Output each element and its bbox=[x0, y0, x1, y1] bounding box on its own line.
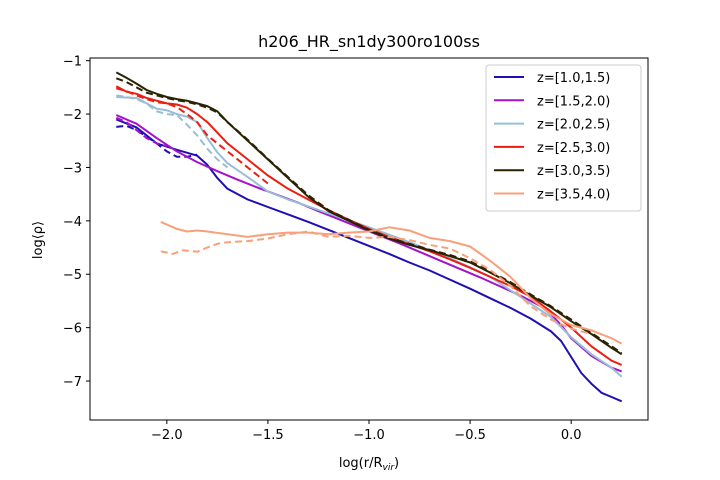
y-axis-label: log⟨ρ⟩ bbox=[31, 221, 46, 259]
legend-label-2: z=[2.0,2.5) bbox=[537, 118, 610, 133]
y-tick-label: −1 bbox=[63, 55, 82, 70]
y-tick-label: −3 bbox=[63, 161, 82, 176]
x-tick-label: −1.0 bbox=[353, 428, 385, 443]
chart-title: h206_HR_sn1dy300ro100ss bbox=[258, 32, 480, 52]
series-line-dashed-1 bbox=[115, 116, 168, 148]
x-axis-label-close: ) bbox=[394, 456, 399, 471]
plot-area bbox=[115, 71, 623, 403]
y-axis: −1 −2 −3 −4 −5 −6 −7 bbox=[63, 55, 90, 390]
series-line-0 bbox=[115, 118, 623, 403]
y-tick-label: −5 bbox=[63, 268, 82, 283]
y-tick-label: −2 bbox=[63, 108, 82, 123]
x-tick-label: 0.0 bbox=[561, 428, 582, 443]
x-axis: −2.0 −1.5 −1.0 −0.5 0.0 bbox=[151, 420, 582, 443]
x-tick-label: −1.5 bbox=[252, 428, 284, 443]
x-tick-label: −2.0 bbox=[151, 428, 183, 443]
series-line-dashed-2 bbox=[116, 94, 229, 169]
y-tick-label: −6 bbox=[63, 322, 82, 337]
x-axis-label: log(r/Rvir) bbox=[339, 456, 399, 473]
legend-label-1: z=[1.5,2.0) bbox=[537, 94, 610, 109]
series-line-5 bbox=[160, 220, 623, 345]
x-axis-label-main: log(r/R bbox=[339, 456, 383, 471]
legend-label-5: z=[3.5,4.0) bbox=[537, 188, 610, 203]
legend-label-4: z=[3.0,3.5) bbox=[537, 164, 610, 179]
series-line-dashed-3 bbox=[116, 87, 269, 185]
legend-label-3: z=[2.5,3.0) bbox=[537, 141, 610, 156]
series-line-2 bbox=[116, 96, 623, 378]
legend-box bbox=[485, 64, 642, 212]
x-tick-label: −0.5 bbox=[454, 428, 486, 443]
x-axis-label-sub: vir bbox=[383, 463, 396, 473]
legend-label-0: z=[1.0,1.5) bbox=[537, 71, 610, 86]
legend: z=[1.0,1.5) z=[1.5,2.0) z=[2.0,2.5) z=[2.5,… bbox=[485, 64, 642, 212]
series-line-dashed-5 bbox=[160, 230, 592, 335]
y-tick-label: −7 bbox=[63, 375, 82, 390]
y-tick-label: −4 bbox=[63, 215, 82, 230]
